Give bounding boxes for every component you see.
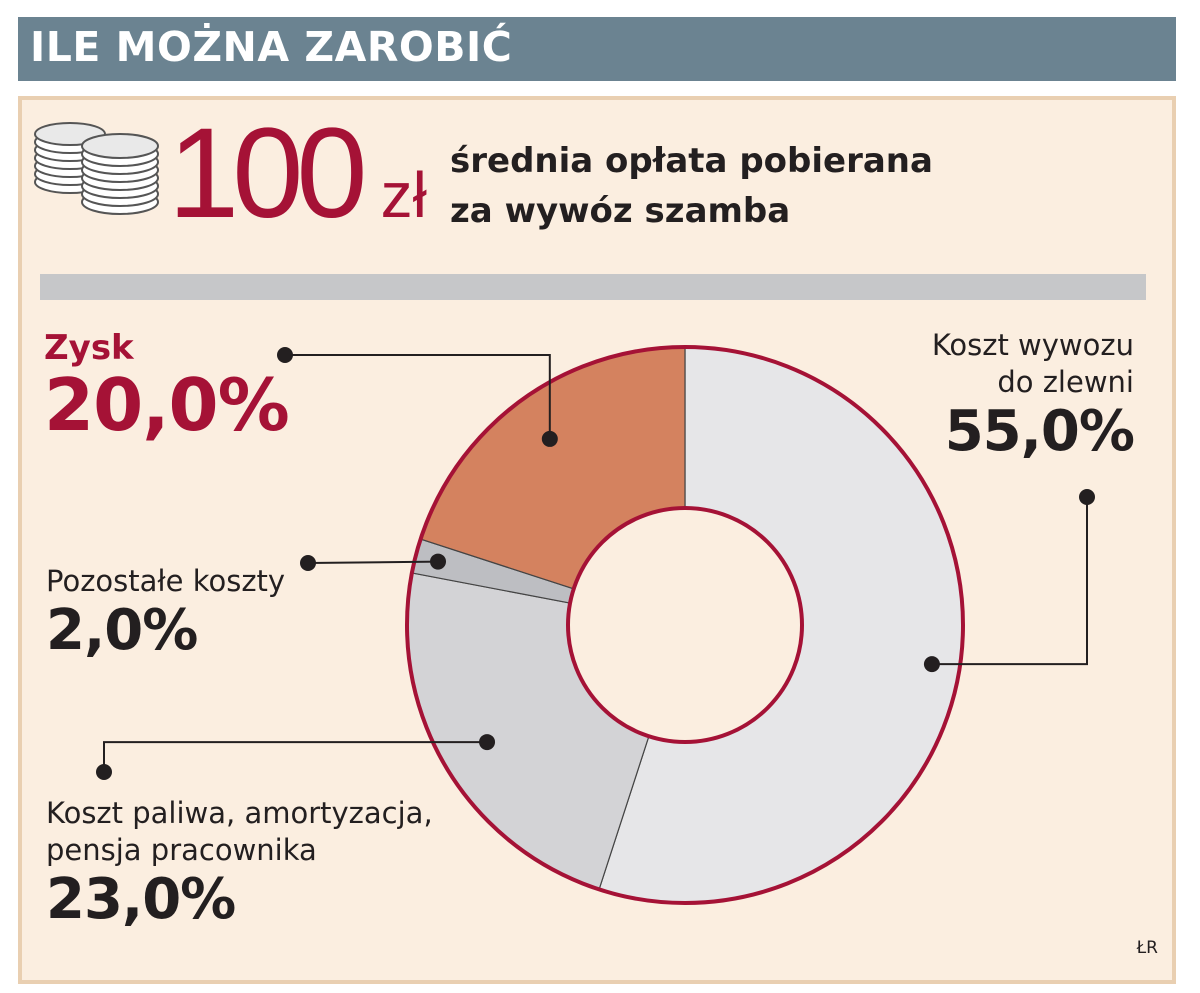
leader-dot-pozostale-koszty-label bbox=[300, 555, 316, 571]
leader-dot-koszt-paliwa-label bbox=[96, 764, 112, 780]
headline-amount: 100 zł bbox=[168, 100, 427, 247]
headline-value: 100 bbox=[168, 102, 368, 245]
label-koszt-paliwa-name-1: Koszt paliwa, amortyzacja, bbox=[46, 796, 433, 830]
leader-line-koszt-wywozu bbox=[931, 497, 1088, 666]
label-zysk-name: Zysk bbox=[44, 328, 134, 368]
headline-unit: zł bbox=[380, 159, 427, 231]
label-koszt-paliwa: Koszt paliwa, amortyzacja, pensja pracow… bbox=[46, 795, 433, 931]
title-bar: ILE MOŻNA ZAROBIĆ bbox=[18, 17, 1176, 81]
label-koszt-wywozu-name-1: Koszt wywozu bbox=[931, 328, 1134, 362]
label-zysk: Zysk 20,0% bbox=[44, 328, 290, 447]
donut-hole bbox=[566, 506, 804, 744]
leader-dot-pozostale-koszty-slice bbox=[430, 553, 447, 570]
label-koszt-wywozu-name-2: do zlewni bbox=[997, 365, 1134, 399]
label-koszt-wywozu-value: 55,0% bbox=[944, 399, 1135, 464]
author-credit: ŁR bbox=[1136, 938, 1158, 958]
leader-dot-zysk-label bbox=[277, 347, 293, 363]
label-pozostale-koszty: Pozostałe koszty 2,0% bbox=[46, 563, 285, 662]
label-koszt-paliwa-name-2: pensja pracownika bbox=[46, 833, 317, 867]
coins-icon bbox=[34, 122, 159, 215]
label-pozostale-koszty-name: Pozostałe koszty bbox=[46, 564, 286, 598]
headline-description-line1: średnia opłata pobierana bbox=[450, 141, 933, 181]
page-title: ILE MOŻNA ZAROBIĆ bbox=[30, 23, 513, 71]
label-koszt-wywozu: Koszt wywozu do zlewni 55,0% bbox=[931, 327, 1135, 464]
label-zysk-value: 20,0% bbox=[44, 363, 290, 447]
leader-dot-koszt-wywozu-label bbox=[1079, 489, 1095, 505]
label-koszt-paliwa-value: 23,0% bbox=[46, 867, 236, 932]
leader-dot-koszt-wywozu-slice bbox=[923, 656, 940, 673]
divider bbox=[40, 274, 1146, 300]
leader-dot-zysk-slice bbox=[541, 430, 558, 447]
leader-line-pozostale-koszty bbox=[307, 560, 439, 564]
donut-outer-ring bbox=[405, 345, 965, 905]
leader-line-zysk bbox=[285, 354, 551, 439]
label-pozostale-koszty-value: 2,0% bbox=[46, 598, 198, 663]
headline-description-line2: za wywóz szamba bbox=[450, 191, 791, 231]
headline-description: średnia opłata pobierana za wywóz szamba bbox=[450, 136, 1050, 236]
leader-dot-koszt-paliwa-slice bbox=[479, 734, 496, 751]
leader-line-koszt-paliwa bbox=[103, 741, 488, 772]
